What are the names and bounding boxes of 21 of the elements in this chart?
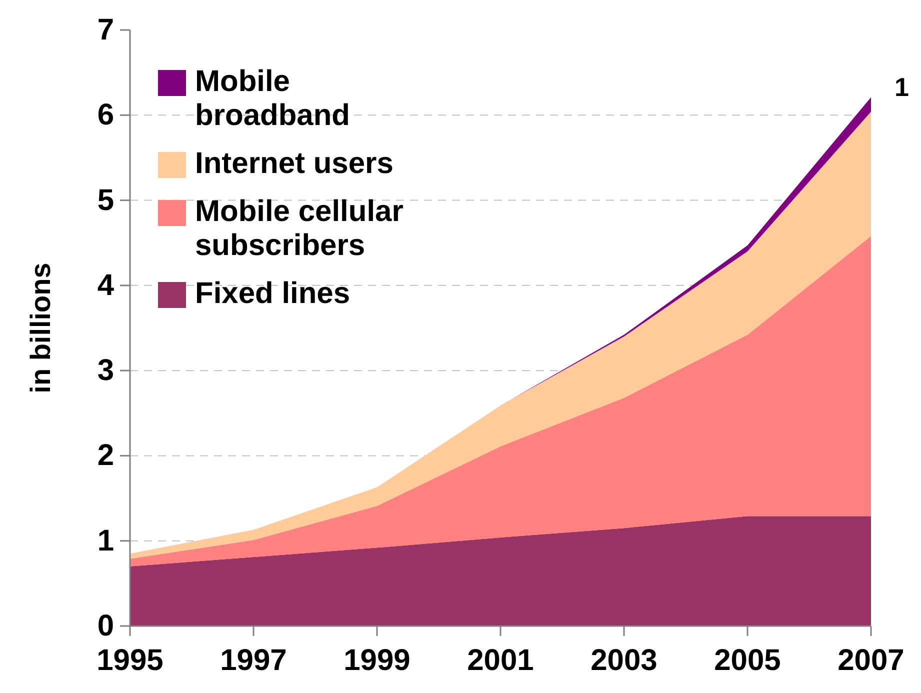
- legend-label: Internet users: [195, 146, 394, 180]
- y-tick-label: 7: [97, 14, 114, 46]
- y-tick-label: 2: [97, 439, 114, 472]
- x-tick-label: 2007: [838, 644, 904, 677]
- y-tick-label: 6: [97, 98, 114, 132]
- x-tick-label: 1997: [220, 644, 287, 677]
- legend-label: Fixed lines: [195, 276, 350, 310]
- y-tick-label: 0: [97, 610, 114, 642]
- x-tick-label: 2003: [590, 644, 658, 677]
- y-tick-label: 3: [97, 354, 114, 388]
- y-axis-title: in billions: [25, 262, 56, 394]
- x-tick-label: 2005: [714, 644, 781, 677]
- x-tick-label: 2001: [467, 644, 534, 677]
- x-tick-label: 1995: [96, 644, 164, 677]
- text: 1: [894, 72, 909, 102]
- y-tick-label: 1: [97, 524, 114, 558]
- y-tick-label: 4: [97, 268, 114, 302]
- legend-label: Mobile broadband: [195, 64, 350, 132]
- legend-label: Mobile cellular subscribers: [195, 194, 404, 262]
- y-tick-label: 5: [97, 184, 114, 217]
- x-tick-label: 1999: [344, 644, 410, 677]
